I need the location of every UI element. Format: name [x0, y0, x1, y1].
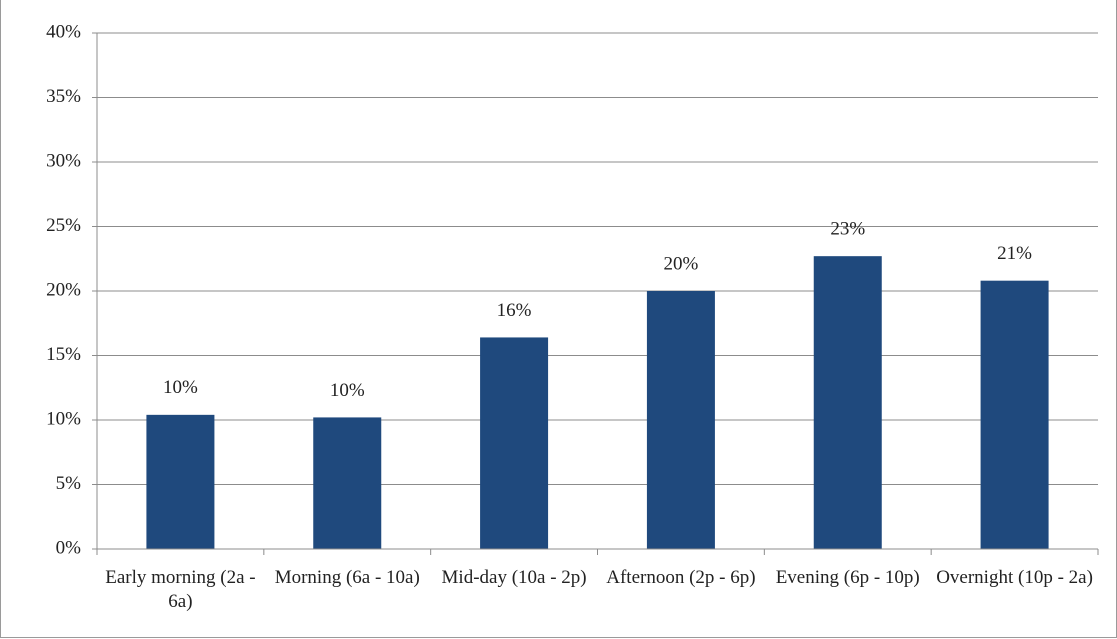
data-label: 23%: [830, 219, 865, 240]
x-tick-label: Mid-day (10a - 2p): [441, 567, 587, 588]
x-tick-label: Morning (6a - 10a): [274, 567, 420, 588]
bar: [813, 256, 882, 549]
y-tick-label: 25%: [46, 215, 81, 236]
x-tick-label: Afternoon (2p - 6p): [606, 567, 756, 588]
y-tick-label: 0%: [56, 537, 82, 558]
data-label: 10%: [163, 377, 198, 398]
data-label: 16%: [497, 300, 532, 321]
y-tick-label: 35%: [46, 86, 81, 107]
y-tick-label: 40%: [46, 21, 81, 42]
x-tick-label: Overnight (10p - 2a): [936, 567, 1093, 588]
data-label: 20%: [664, 253, 699, 274]
y-tick-label: 30%: [46, 150, 81, 171]
bar: [146, 414, 215, 549]
data-label: 10%: [330, 380, 365, 401]
bar: [980, 280, 1049, 549]
y-tick-label: 20%: [46, 279, 81, 300]
y-tick-label: 15%: [46, 344, 81, 365]
y-tick-label: 10%: [46, 408, 81, 429]
data-label: 21%: [997, 243, 1032, 264]
bar: [480, 337, 549, 549]
x-tick-label: Early morning (2a - 6a): [105, 567, 256, 612]
bar: [646, 291, 715, 549]
x-tick-label: Evening (6p - 10p): [775, 567, 920, 588]
bar: [313, 417, 382, 549]
y-tick-label: 5%: [56, 473, 82, 494]
